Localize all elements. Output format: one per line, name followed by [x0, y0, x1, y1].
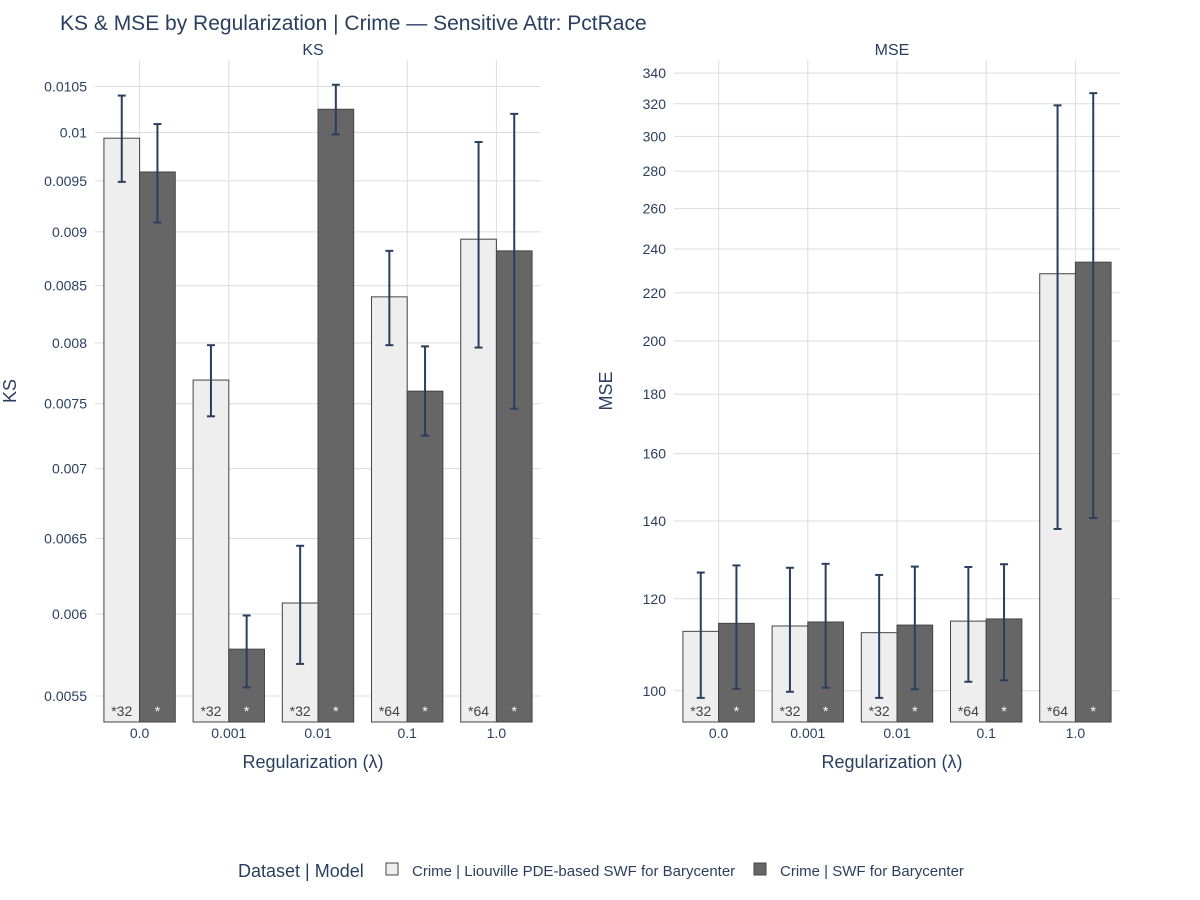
y-tick-label: 160 — [643, 446, 667, 462]
y-tick-label: 0.0055 — [44, 688, 87, 704]
y-tick-label: 0.0085 — [44, 278, 87, 294]
y-tick-label: 240 — [643, 241, 667, 257]
x-axis-title: Regularization (λ) — [821, 752, 962, 772]
y-tick-label: 180 — [643, 386, 667, 402]
y-tick-label: 260 — [643, 201, 667, 217]
legend-swatch-liouville[interactable] — [385, 862, 399, 876]
y-tick-label: 280 — [643, 163, 667, 179]
legend-label-liouville[interactable]: Crime | Liouville PDE-based SWF for Bary… — [412, 863, 735, 880]
y-tick-label: 0.007 — [52, 461, 87, 477]
bar-swf[interactable] — [317, 108, 355, 723]
bar-swf[interactable] — [406, 390, 444, 723]
x-tick-label: 0.01 — [883, 725, 910, 741]
x-tick-label: 0.01 — [304, 725, 331, 741]
bar-label: * — [734, 703, 740, 719]
y-tick-label: 0.01 — [60, 125, 87, 141]
bar-label: *32 — [200, 703, 221, 719]
bar-label: *32 — [690, 703, 711, 719]
bar-label: * — [912, 703, 918, 719]
legend: Dataset | Model Crime | Liouville PDE-ba… — [238, 861, 964, 881]
chart-title: KS & MSE by Regularization | Crime — Sen… — [60, 12, 647, 35]
bar-label: *64 — [958, 703, 979, 719]
mse-panel: 100 120 140 160 180 200 220 240 260 280 300 320 340 0… — [596, 42, 1120, 772]
y-tick-label: 220 — [643, 285, 667, 301]
bar-liouville[interactable] — [371, 296, 408, 723]
x-tick-label: 0.0 — [709, 725, 729, 741]
bar-label: * — [333, 703, 339, 719]
y-axis-title: MSE — [596, 371, 616, 410]
legend-title: Dataset | Model — [238, 861, 364, 881]
x-tick-label: 0.001 — [790, 725, 825, 741]
bar-label: *64 — [1047, 703, 1068, 719]
y-tick-label: 0.0095 — [44, 173, 87, 189]
y-tick-label: 0.009 — [52, 224, 87, 240]
x-tick-label: 0.1 — [397, 725, 417, 741]
subplot-title: KS — [302, 42, 323, 59]
x-tick-label: 0.001 — [211, 725, 246, 741]
bar-label: * — [1001, 703, 1007, 719]
legend-label-swf[interactable]: Crime | SWF for Barycenter — [780, 863, 964, 880]
y-tick-label: 0.006 — [52, 606, 87, 622]
bar-label: *32 — [111, 703, 132, 719]
bar-liouville[interactable] — [192, 379, 230, 723]
x-tick-label: 0.1 — [976, 725, 996, 741]
bar-label: * — [1091, 703, 1097, 719]
x-axis-title: Regularization (λ) — [242, 752, 383, 772]
x-tick-label: 0.0 — [130, 725, 150, 741]
bar-label: *32 — [869, 703, 890, 719]
y-tick-label: 0.0105 — [44, 79, 87, 95]
ks-panel: 0.0055 0.006 0.0065 0.007 0.0075 0.008 0.0085 0… — [0, 42, 541, 772]
x-tick-label: 1.0 — [1066, 725, 1086, 741]
bar-label: *64 — [468, 703, 489, 719]
x-tick-label: 1.0 — [487, 725, 507, 741]
y-tick-label: 140 — [643, 513, 667, 529]
bar-label: *32 — [290, 703, 311, 719]
bar-label: * — [244, 703, 250, 719]
y-tick-label: 0.0075 — [44, 396, 87, 412]
bar-label: *32 — [779, 703, 800, 719]
y-tick-label: 0.008 — [52, 335, 87, 351]
y-tick-label: 100 — [643, 683, 667, 699]
y-tick-label: 340 — [643, 65, 667, 81]
y-tick-label: 0.0065 — [44, 531, 87, 547]
bar-label: *64 — [379, 703, 400, 719]
y-tick-label: 200 — [643, 333, 667, 349]
bar-liouville[interactable] — [103, 137, 141, 723]
bar-label: * — [155, 703, 161, 719]
subplot-title: MSE — [875, 42, 910, 59]
legend-swatch-swf[interactable] — [753, 862, 767, 876]
y-axis-title: KS — [0, 379, 20, 403]
bar-label: * — [823, 703, 829, 719]
bar-label: * — [422, 703, 428, 719]
y-tick-label: 320 — [643, 96, 667, 112]
y-tick-label: 120 — [643, 591, 667, 607]
bar-swf[interactable] — [139, 171, 176, 723]
bar-label: * — [512, 703, 518, 719]
y-tick-label: 300 — [643, 128, 667, 144]
